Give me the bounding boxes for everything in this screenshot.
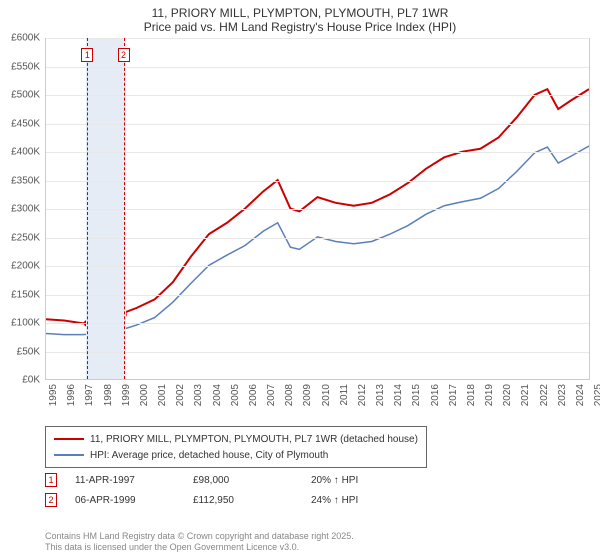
x-tick-label: 2017 (448, 384, 459, 406)
y-tick-label: £550K (11, 61, 40, 72)
x-tick-label: 2001 (157, 384, 168, 406)
points-row: 1 11-APR-1997 £98,000 20% ↑ HPI (45, 470, 411, 490)
x-tick-label: 2013 (375, 384, 386, 406)
point-date: 06-APR-1999 (75, 495, 175, 506)
footnote-line-1: Contains HM Land Registry data © Crown c… (45, 531, 354, 543)
footnote-line-2: This data is licensed under the Open Gov… (45, 542, 354, 554)
chart-title: 11, PRIORY MILL, PLYMPTON, PLYMOUTH, PL7… (0, 0, 600, 36)
y-tick-label: £350K (11, 175, 40, 186)
title-line-1: 11, PRIORY MILL, PLYMPTON, PLYMOUTH, PL7… (0, 6, 600, 20)
y-tick-label: £250K (11, 232, 40, 243)
legend-item: HPI: Average price, detached house, City… (54, 447, 418, 463)
x-tick-label: 2018 (466, 384, 477, 406)
x-tick-label: 2006 (248, 384, 259, 406)
x-tick-label: 2011 (339, 384, 350, 406)
x-tick-label: 2016 (430, 384, 441, 406)
point-pct: 24% ↑ HPI (311, 495, 411, 506)
x-tick-label: 2002 (175, 384, 186, 406)
x-tick-label: 2010 (321, 384, 332, 406)
y-tick-label: £600K (11, 33, 40, 44)
series-marker (120, 311, 127, 318)
x-tick-label: 2020 (502, 384, 513, 406)
chart-plot-area: 12 (45, 38, 590, 380)
y-tick-label: £400K (11, 147, 40, 158)
y-tick-label: £200K (11, 261, 40, 272)
chart-canvas (46, 38, 589, 379)
point-price: £112,950 (193, 495, 293, 506)
points-row: 2 06-APR-1999 £112,950 24% ↑ HPI (45, 490, 411, 510)
x-tick-label: 2012 (357, 384, 368, 406)
y-tick-label: £300K (11, 204, 40, 215)
y-tick-label: £450K (11, 118, 40, 129)
x-tick-label: 2008 (284, 384, 295, 406)
x-tick-label: 2022 (539, 384, 550, 406)
point-price: £98,000 (193, 475, 293, 486)
legend-label: 11, PRIORY MILL, PLYMPTON, PLYMOUTH, PL7… (90, 434, 418, 445)
point-badge: 2 (45, 493, 57, 507)
legend-label: HPI: Average price, detached house, City… (90, 450, 328, 461)
legend-swatch (54, 454, 84, 456)
x-tick-label: 1997 (84, 384, 95, 406)
x-tick-label: 1998 (103, 384, 114, 406)
x-tick-label: 2015 (411, 384, 422, 406)
y-tick-label: £100K (11, 318, 40, 329)
point-pct: 20% ↑ HPI (311, 475, 411, 486)
series-marker (84, 320, 91, 327)
y-tick-label: £500K (11, 90, 40, 101)
series-line (46, 146, 589, 335)
y-tick-label: £50K (17, 346, 40, 357)
x-tick-label: 2019 (484, 384, 495, 406)
point-badge: 1 (45, 473, 57, 487)
y-tick-label: £0K (22, 375, 40, 386)
x-tick-label: 2009 (302, 384, 313, 406)
x-tick-label: 1996 (66, 384, 77, 406)
y-axis: £0K£50K£100K£150K£200K£250K£300K£350K£40… (0, 38, 45, 380)
series-line (46, 89, 589, 323)
x-tick-label: 2004 (212, 384, 223, 406)
legend-swatch (54, 438, 84, 440)
x-tick-label: 2000 (139, 384, 150, 406)
x-tick-label: 2024 (575, 384, 586, 406)
title-line-2: Price paid vs. HM Land Registry's House … (0, 20, 600, 34)
data-points-table: 1 11-APR-1997 £98,000 20% ↑ HPI 2 06-APR-1999… (45, 470, 411, 510)
point-date: 11-APR-1997 (75, 475, 175, 486)
legend: 11, PRIORY MILL, PLYMPTON, PLYMOUTH, PL7… (45, 426, 427, 468)
x-tick-label: 1995 (48, 384, 59, 406)
x-tick-label: 2021 (520, 384, 531, 406)
footnote: Contains HM Land Registry data © Crown c… (45, 531, 354, 554)
x-tick-label: 2023 (557, 384, 568, 406)
x-tick-label: 2003 (193, 384, 204, 406)
x-tick-label: 2005 (230, 384, 241, 406)
x-tick-label: 2014 (393, 384, 404, 406)
x-tick-label: 1999 (121, 384, 132, 406)
y-tick-label: £150K (11, 289, 40, 300)
x-tick-label: 2007 (266, 384, 277, 406)
x-tick-label: 2025 (593, 384, 600, 406)
legend-item: 11, PRIORY MILL, PLYMPTON, PLYMOUTH, PL7… (54, 431, 418, 447)
